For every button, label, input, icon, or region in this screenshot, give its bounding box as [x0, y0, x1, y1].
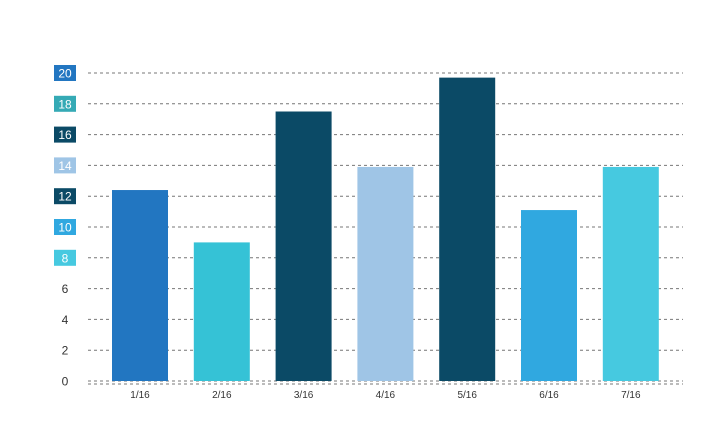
x-tick-label-3-16: 3/16 [294, 390, 314, 401]
bar-2-16 [193, 242, 250, 381]
y-tick-labels: 0 2 4 6 8 10 12 14 16 18 20 [54, 65, 76, 389]
x-tick-labels: 1/16 2/16 3/16 4/16 5/16 6/16 7/16 [130, 390, 641, 401]
y-tick-label-4: 4 [62, 313, 69, 327]
y-tick-0: 0 [62, 375, 69, 389]
y-tick-label-0: 0 [62, 375, 69, 389]
bar-7-16 [602, 166, 659, 381]
y-tick-2: 2 [62, 344, 69, 358]
y-tick-label-10: 10 [58, 221, 72, 235]
x-tick-label-4-16: 4/16 [376, 390, 396, 401]
y-tick-18: 18 [54, 95, 76, 112]
y-tick-badge-16 [54, 126, 76, 143]
bar-3-16 [275, 111, 332, 381]
y-tick-badge-18 [54, 95, 76, 112]
y-tick-badge-8 [54, 249, 76, 266]
y-tick-4: 4 [62, 313, 69, 327]
bar-6-16 [521, 210, 577, 381]
y-tick-label-6: 6 [62, 282, 69, 296]
x-tick-label-5-16: 5/16 [457, 390, 477, 401]
y-tick-16: 16 [54, 126, 76, 143]
y-tick-10: 10 [54, 219, 76, 235]
y-tick-label-16: 16 [58, 128, 72, 142]
x-tick-label-2-16: 2/16 [212, 390, 232, 401]
x-tick-label-1-16: 1/16 [130, 390, 150, 401]
bar-4-16 [357, 166, 414, 381]
y-tick-14: 14 [54, 157, 76, 174]
y-tick-badge-20 [54, 65, 76, 81]
bar-5-16 [439, 77, 496, 382]
y-tick-label-14: 14 [58, 159, 72, 173]
x-tick-label-7-16: 7/16 [621, 390, 641, 401]
y-tick-label-8: 8 [62, 251, 69, 265]
y-tick-label-20: 20 [58, 67, 72, 81]
y-tick-12: 12 [54, 188, 76, 205]
bars [112, 77, 659, 382]
y-tick-8: 8 [54, 249, 76, 266]
y-tick-label-18: 18 [58, 97, 72, 111]
y-tick-badge-10 [54, 219, 76, 235]
bar-1-16 [112, 190, 168, 381]
y-tick-label-2: 2 [62, 344, 69, 358]
x-tick-label-6-16: 6/16 [539, 390, 559, 401]
y-tick-6: 6 [62, 282, 69, 296]
y-tick-label-12: 12 [58, 190, 72, 204]
y-tick-20: 20 [54, 65, 76, 81]
y-tick-badge-12 [54, 188, 76, 205]
y-tick-badge-14 [54, 157, 76, 174]
